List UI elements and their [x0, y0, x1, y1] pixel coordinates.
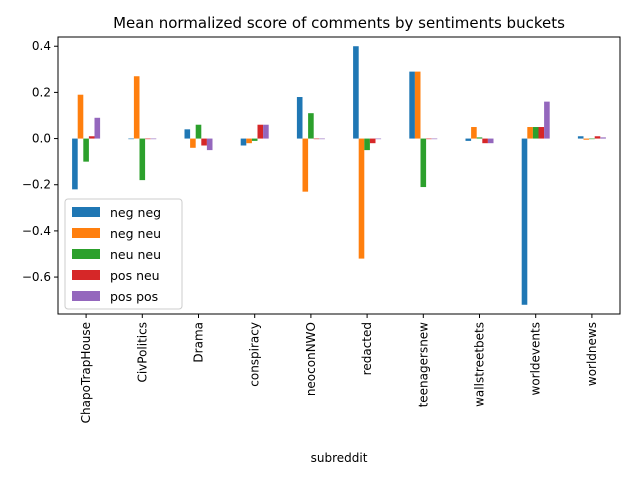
y-tick-label: −0.2 — [22, 178, 51, 192]
bar — [583, 138, 590, 140]
y-tick-label: −0.4 — [22, 224, 51, 238]
bar — [246, 138, 252, 144]
bar — [527, 127, 533, 139]
bar — [426, 138, 432, 140]
x-tick-label: worldnews — [585, 322, 599, 386]
bar — [302, 138, 309, 192]
bar — [364, 138, 370, 151]
chart-title: Mean normalized score of comments by sen… — [113, 14, 565, 32]
legend: neg neg neg neu neu neu pos neu pos pos — [64, 198, 183, 310]
bar — [409, 71, 415, 139]
legend-swatch — [72, 228, 100, 238]
bar — [431, 138, 438, 140]
legend-label: neu neu — [110, 247, 161, 262]
plot-area: −0.6 −0.4 −0.2 0.0 0.2 0.4 ChapoTrapHouse CivPo… — [22, 36, 621, 423]
bar — [600, 137, 606, 139]
legend-swatch — [72, 207, 100, 217]
bar — [184, 129, 191, 139]
legend-swatch — [72, 249, 100, 259]
bar — [240, 138, 247, 146]
bar — [538, 127, 545, 139]
bar — [358, 138, 365, 259]
bar — [544, 101, 550, 139]
x-tick-label: CivPolitics — [135, 322, 149, 383]
bar — [594, 136, 601, 139]
legend-label: neg neu — [110, 226, 161, 241]
bar — [145, 138, 151, 140]
y-tick-label: 0.0 — [32, 132, 51, 146]
bar — [251, 138, 258, 141]
bar — [414, 71, 421, 139]
bar — [482, 138, 488, 144]
x-tick-label: Drama — [192, 322, 206, 363]
x-axis-label: subreddit — [311, 451, 368, 465]
legend-box — [64, 198, 183, 310]
x-tick-label: ChapoTrapHouse — [79, 322, 93, 423]
bar — [521, 138, 528, 305]
bar — [190, 138, 196, 148]
bar — [353, 46, 359, 139]
x-tick-label: worldevents — [529, 322, 543, 395]
bar — [128, 138, 134, 140]
bar — [88, 136, 95, 139]
y-tick-label: −0.6 — [22, 270, 51, 284]
bar — [257, 124, 264, 139]
x-tick-label: wallstreetbets — [473, 322, 487, 407]
bar — [94, 117, 101, 139]
bar — [77, 94, 84, 139]
bar — [319, 138, 325, 140]
bar — [476, 137, 483, 139]
y-tick-label: 0.4 — [32, 39, 51, 53]
bar — [150, 138, 157, 140]
bar — [465, 138, 472, 141]
x-tick-label: redacted — [360, 322, 374, 375]
legend-label: pos neu — [110, 268, 160, 283]
x-tick-label: neoconNWO — [304, 322, 318, 396]
legend-swatch — [72, 270, 100, 280]
legend-swatch — [72, 291, 100, 301]
bar — [308, 113, 314, 139]
bar — [577, 136, 584, 139]
bar — [206, 138, 213, 151]
x-tick-label: teenagersnew — [416, 322, 430, 408]
bar — [313, 138, 320, 140]
bar — [369, 138, 376, 144]
bar — [263, 124, 269, 139]
bar — [201, 138, 207, 146]
bar — [139, 138, 146, 181]
plot-frame — [57, 36, 621, 315]
bar — [471, 127, 477, 139]
y-tick-label: 0.2 — [32, 85, 51, 99]
bar — [72, 138, 78, 190]
bar — [532, 127, 539, 139]
bar — [589, 138, 595, 140]
legend-label: neg neg — [110, 205, 161, 220]
bar — [195, 124, 202, 139]
bar — [83, 138, 89, 162]
bar — [375, 138, 382, 140]
bar — [487, 138, 494, 144]
bar — [296, 97, 303, 139]
legend-label: pos pos — [110, 289, 158, 304]
bar — [420, 138, 427, 188]
bar — [133, 76, 140, 139]
x-tick-label: conspiracy — [248, 322, 262, 387]
